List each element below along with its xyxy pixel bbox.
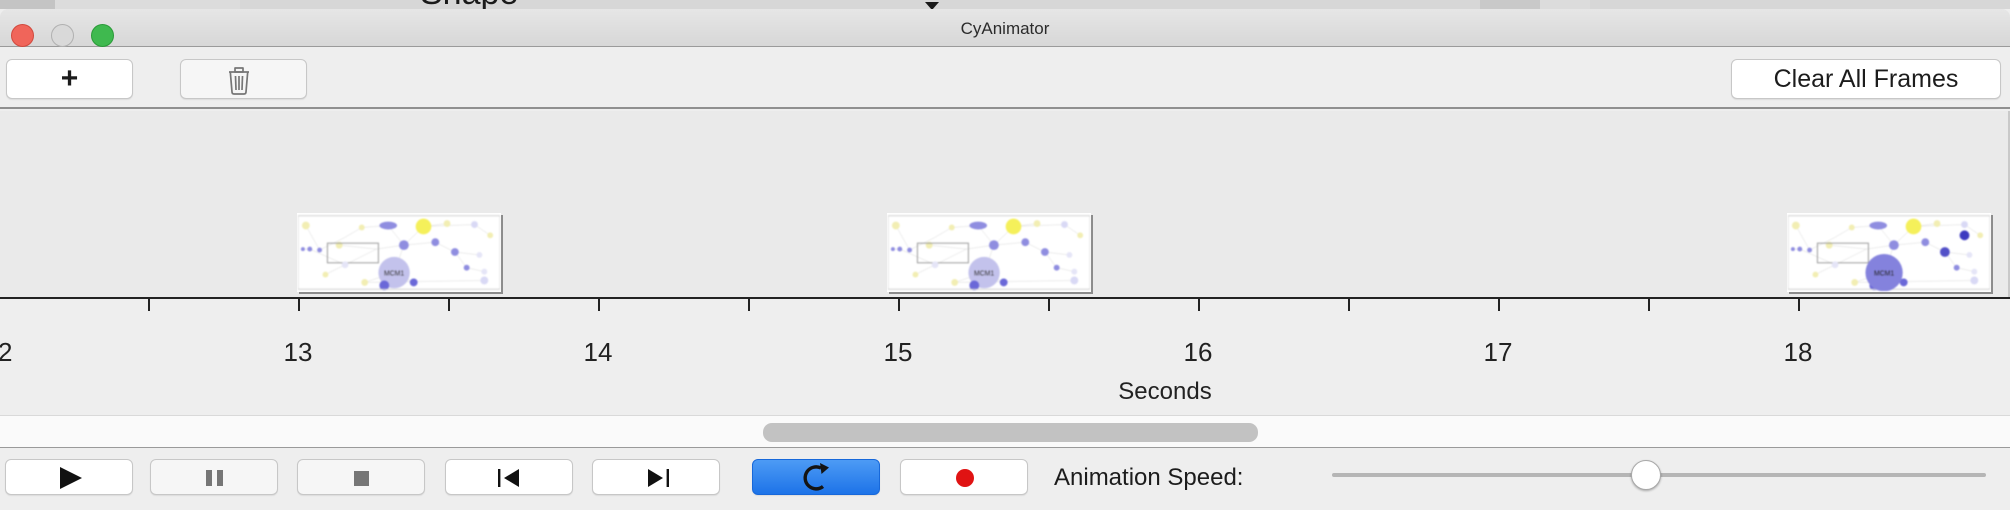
svg-text:MCM1: MCM1 [1874,271,1894,278]
